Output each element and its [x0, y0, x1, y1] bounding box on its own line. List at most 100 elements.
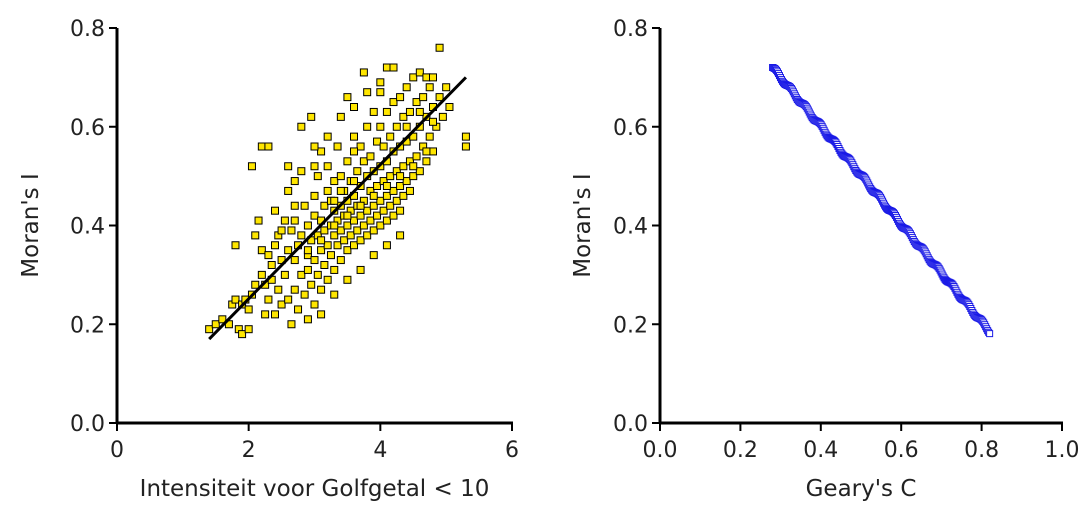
- data-point: [310, 256, 319, 265]
- data-point: [350, 177, 358, 186]
- data-point: [330, 290, 339, 299]
- data-point: [323, 186, 332, 195]
- data-point: [445, 103, 454, 111]
- data-point: [205, 325, 214, 334]
- data-point: [274, 285, 283, 294]
- data-point: [438, 112, 447, 121]
- data-point: [323, 275, 332, 284]
- data-point: [461, 132, 470, 141]
- data-point: [422, 73, 431, 82]
- data-point: [271, 206, 279, 215]
- data-point: [323, 241, 332, 250]
- data-point: [373, 182, 382, 190]
- data-point: [382, 216, 391, 225]
- data-point: [425, 132, 434, 141]
- data-point: [412, 98, 421, 107]
- chart-intensity-vs-moran: 0.0 0.2 0.4 0.6 0.8 0 2 4 6 Intensiteit voor Golf…: [18, 17, 519, 502]
- y-tick-label: 0.2: [613, 313, 648, 338]
- data-point: [415, 68, 424, 77]
- data-point: [303, 315, 312, 324]
- data-point: [363, 122, 372, 131]
- data-point: [376, 221, 385, 230]
- data-point: [317, 246, 326, 255]
- data-point: [280, 270, 289, 279]
- data-point: [356, 265, 365, 274]
- data-point: [396, 206, 405, 215]
- x-tick-label: 0.4: [803, 438, 838, 463]
- data-point: [350, 241, 358, 250]
- data-point: [264, 295, 273, 304]
- data-point: [254, 216, 263, 225]
- y-axis-title: Moran's I: [18, 173, 44, 277]
- data-point: [429, 73, 437, 82]
- y-tick-label: 0.8: [613, 17, 648, 42]
- data-point: [307, 280, 316, 289]
- data-point: [290, 216, 299, 225]
- x-tick-label: 0.2: [723, 438, 758, 463]
- data-point: [290, 177, 299, 186]
- data-point: [310, 162, 319, 171]
- data-point: [386, 172, 395, 181]
- data-point: [379, 206, 388, 215]
- data-point: [320, 261, 329, 269]
- data-point: [313, 270, 322, 279]
- data-point: [350, 147, 358, 156]
- data-point: [317, 236, 326, 245]
- data-point: [346, 231, 355, 240]
- data-point: [300, 290, 309, 299]
- data-point: [336, 186, 345, 195]
- y-tick-label: 0.0: [613, 412, 648, 437]
- data-point: [392, 122, 401, 131]
- data-point: [320, 226, 329, 235]
- y-tick-label: 0.0: [70, 412, 105, 437]
- data-point: [297, 231, 306, 240]
- data-point: [231, 241, 240, 250]
- data-point: [399, 112, 408, 121]
- data-point: [310, 211, 319, 220]
- data-point: [343, 246, 352, 255]
- data-point: [373, 137, 382, 146]
- data-point: [307, 112, 316, 121]
- data-point: [376, 78, 385, 87]
- data-point: [405, 107, 414, 116]
- data-point: [409, 73, 418, 82]
- data-point: [297, 122, 306, 131]
- data-point: [313, 172, 322, 181]
- data-point: [412, 152, 421, 161]
- data-point: [353, 226, 362, 235]
- data-point: [300, 201, 309, 210]
- data-point: [271, 241, 279, 250]
- data-point: [376, 196, 385, 205]
- data-point: [323, 132, 332, 141]
- data-point: [359, 68, 368, 77]
- data-point: [396, 172, 405, 181]
- data-point: [280, 216, 289, 225]
- data-point: [379, 142, 388, 151]
- data-point: [267, 261, 276, 269]
- data-point: [402, 177, 411, 186]
- data-point: [333, 142, 342, 151]
- y-tick-label: 0.6: [613, 116, 648, 141]
- data-point: [425, 83, 434, 92]
- data-point: [343, 157, 352, 166]
- data-point: [343, 93, 352, 102]
- data-point: [247, 162, 256, 171]
- x-tick-label: 0.8: [964, 438, 999, 463]
- data-point: [356, 201, 365, 210]
- data-point: [330, 196, 339, 205]
- data-point: [399, 162, 408, 171]
- data-point: [310, 300, 319, 309]
- data-point: [382, 63, 391, 72]
- x-tick-label: 6: [505, 438, 519, 463]
- data-point: [369, 226, 378, 235]
- data-point: [238, 330, 247, 339]
- data-point: [396, 93, 405, 102]
- y-tick-label: 0.8: [70, 17, 105, 42]
- trend-line: [208, 76, 467, 341]
- data-point: [317, 285, 326, 294]
- data-point: [353, 167, 362, 176]
- data-point: [363, 206, 372, 215]
- data-point: [429, 117, 437, 126]
- data-point: [336, 226, 345, 235]
